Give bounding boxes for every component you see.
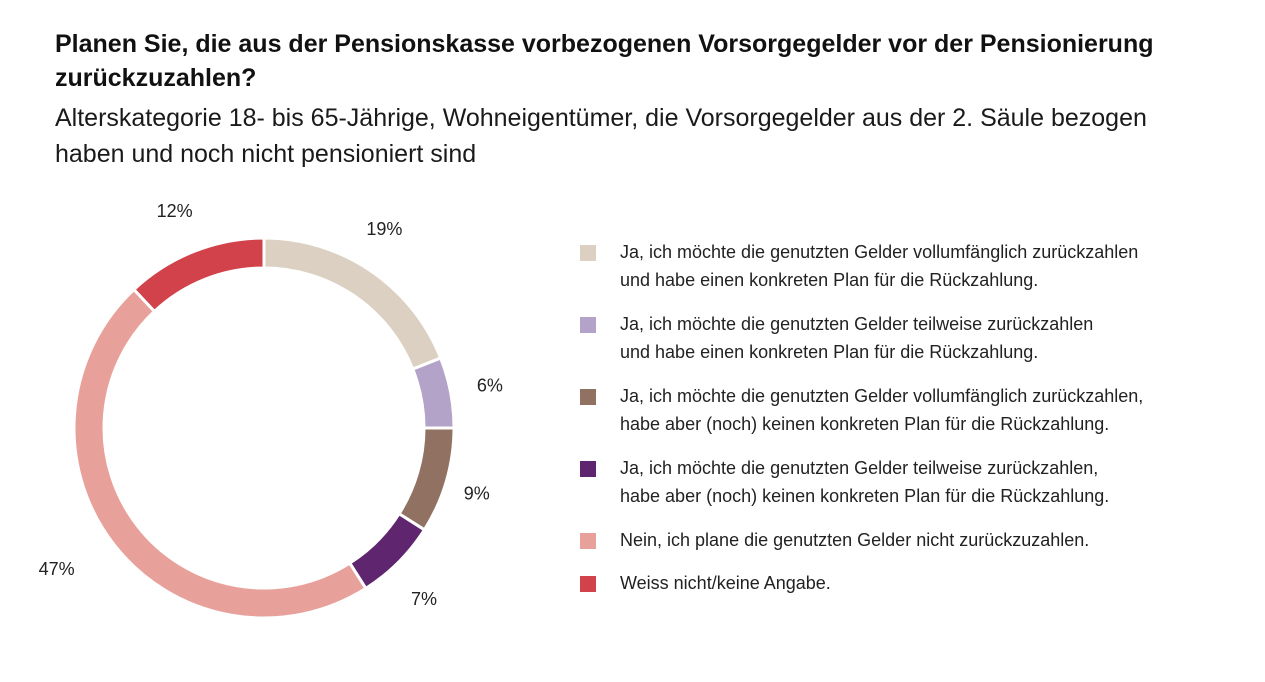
legend-label: Ja, ich möchte die genutzten Gelder teil…	[620, 458, 1110, 506]
legend-swatch	[580, 461, 596, 477]
slice-value-label: 47%	[39, 559, 75, 579]
donut-slice	[131, 236, 266, 314]
legend-item: Ja, ich möchte die genutzten Gelder voll…	[580, 238, 1240, 294]
chart-title: Planen Sie, die aus der Pensionskasse vo…	[55, 30, 1154, 92]
slice-value-label: 6%	[477, 375, 503, 395]
legend-label: Nein, ich plane die genutzten Gelder nic…	[620, 530, 1090, 550]
legend-item: Nein, ich plane die genutzten Gelder nic…	[580, 526, 1240, 554]
legend-item: Ja, ich möchte die genutzten Gelder voll…	[580, 382, 1240, 438]
donut-value-labels: 19% 6% 9% 7% 47% 12%	[39, 201, 503, 609]
legend-item: Weiss nicht/keine Angabe.	[580, 569, 1240, 597]
slice-value-label: 19%	[366, 219, 402, 239]
donut-slices	[72, 236, 456, 620]
legend: Ja, ich möchte die genutzten Gelder voll…	[580, 238, 1240, 612]
donut-slice	[72, 287, 368, 620]
donut-slice	[397, 426, 456, 532]
legend-swatch	[580, 576, 596, 592]
legend-label: Weiss nicht/keine Angabe.	[620, 573, 831, 593]
donut-slice	[347, 511, 427, 591]
slice-value-label: 12%	[157, 201, 193, 221]
legend-item: Ja, ich möchte die genutzten Gelder teil…	[580, 310, 1240, 366]
legend-label: Ja, ich möchte die genutzten Gelder voll…	[620, 386, 1144, 434]
legend-swatch	[580, 389, 596, 405]
legend-swatch	[580, 317, 596, 333]
legend-label: Ja, ich möchte die genutzten Gelder voll…	[620, 242, 1139, 290]
slice-value-label: 9%	[464, 483, 490, 503]
legend-item: Ja, ich möchte die genutzten Gelder teil…	[580, 454, 1240, 510]
slice-value-label: 7%	[411, 589, 437, 609]
legend-label: Ja, ich möchte die genutzten Gelder teil…	[620, 314, 1094, 362]
legend-swatch	[580, 533, 596, 549]
donut-slice	[262, 236, 443, 372]
chart-subtitle: Alterskategorie 18- bis 65-Jährige, Wohn…	[55, 104, 1147, 168]
donut-slice	[410, 356, 456, 430]
legend-swatch	[580, 245, 596, 261]
